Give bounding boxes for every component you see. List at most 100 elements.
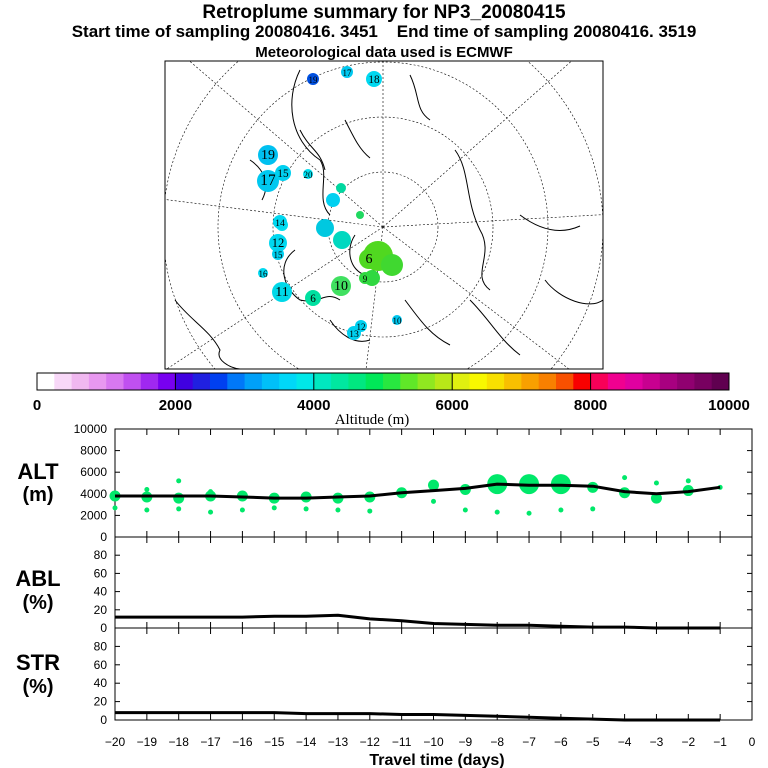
colorbar-swatch — [296, 373, 315, 390]
y-tick-label: 2000 — [80, 508, 107, 522]
x-tick-label: −15 — [264, 735, 285, 749]
map-point-label: 10 — [334, 279, 348, 294]
map-point: 12 — [269, 234, 287, 252]
colorbar-swatch — [434, 373, 453, 390]
map-point-marker — [258, 268, 268, 278]
colorbar-swatch — [88, 373, 107, 390]
scatter-point — [558, 507, 564, 513]
map-point-marker — [359, 272, 371, 284]
scatter-point — [173, 492, 185, 504]
panel-ylabel-units: (%) — [22, 592, 53, 614]
start-time-label: Start time of sampling 20080416. 3451 — [71, 22, 378, 41]
map-point-label: 6 — [310, 293, 316, 305]
y-tick-label: 6000 — [80, 465, 107, 479]
colorbar-swatch — [711, 373, 730, 390]
map-point: 18 — [366, 71, 382, 87]
map-point-label: 10 — [393, 316, 403, 326]
map-point-marker — [269, 234, 287, 252]
panel-ylabel-units: (m) — [22, 484, 53, 506]
colorbar-swatch — [452, 373, 470, 390]
colorbar-swatch — [607, 373, 626, 390]
map-point: 19 — [307, 73, 319, 85]
chart-title: Retroplume summary for NP3_20080415 — [202, 2, 566, 23]
map-point-marker — [366, 71, 382, 87]
y-tick-label: 60 — [94, 658, 108, 672]
colorbar-swatch — [54, 373, 73, 390]
colorbar-swatch — [677, 373, 695, 390]
scatter-point — [208, 509, 214, 515]
scatter-point — [428, 479, 439, 491]
colorbar-swatch — [348, 373, 367, 390]
map-point: 15 — [272, 248, 284, 260]
colorbar-tick-label: 8000 — [574, 397, 607, 414]
x-tick-label: −2 — [681, 735, 695, 749]
colorbar-swatch — [383, 373, 401, 390]
scatter-point — [650, 492, 662, 504]
scatter-point — [144, 486, 150, 492]
scatter-point — [526, 510, 532, 516]
map-point-label: 15 — [274, 250, 284, 260]
map-point-label: 11 — [275, 285, 288, 300]
y-tick-label: 80 — [94, 548, 108, 562]
map-point-marker — [303, 169, 313, 179]
map-point-marker — [272, 248, 284, 260]
x-tick-label: −19 — [137, 735, 158, 749]
colorbar-frame — [36, 372, 730, 391]
panel-abl: 0 20 40 60 80 ABL(%) — [15, 536, 753, 635]
colorbar-swatch — [331, 373, 349, 390]
map-point-label: 15 — [277, 168, 289, 180]
colorbar-swatch — [573, 373, 592, 390]
map-point-label: 13 — [349, 329, 359, 340]
colorbar-axis-label: Altitude (m) — [335, 412, 410, 428]
y-tick-label: 20 — [94, 695, 108, 709]
map-point-marker — [272, 282, 292, 302]
map-point-label: 17 — [343, 68, 353, 78]
x-tick-label: −3 — [650, 735, 664, 749]
colorbar-swatch — [210, 373, 228, 390]
cluster-blob — [316, 219, 334, 237]
panel-str: 0 20 40 60 80 STR(%) — [16, 627, 753, 727]
x-tick-label: −17 — [200, 735, 221, 749]
map-point-label: 6 — [366, 252, 373, 267]
colorbar-swatch — [556, 373, 574, 390]
x-tick-label: −5 — [586, 735, 600, 749]
sampling-times-line: Start time of sampling 20080416. 3451 En… — [0, 22, 768, 42]
x-tick-label: −16 — [232, 735, 253, 749]
colorbar-swatch — [504, 373, 522, 390]
x-tick-label: −11 — [392, 735, 412, 749]
colorbar-swatch — [659, 373, 678, 390]
map-point-label: 9 — [363, 274, 368, 284]
y-tick-label: 10000 — [74, 422, 108, 436]
scatter-point — [112, 505, 118, 511]
map-point-marker — [359, 249, 379, 269]
x-tick-label: −7 — [522, 735, 536, 749]
map-point: 14 — [273, 215, 287, 229]
map-point-label: 18 — [368, 74, 380, 86]
y-tick-label: 40 — [94, 676, 108, 690]
scatter-point — [494, 509, 500, 515]
map-point-marker — [392, 315, 402, 325]
map-point: 17 — [257, 170, 279, 192]
colorbar-swatch — [521, 373, 540, 390]
scatter-point — [367, 508, 373, 514]
scatter-point — [653, 480, 659, 486]
map-point-marker — [273, 215, 287, 229]
scatter-point — [176, 478, 182, 484]
x-tick-label: −8 — [490, 735, 504, 749]
colorbar-swatch — [400, 373, 419, 390]
map-point-label: 14 — [275, 218, 285, 229]
map-point: 9 — [359, 272, 371, 284]
x-tick-label: −18 — [169, 735, 190, 749]
colorbar-swatch — [71, 373, 90, 390]
colorbar-swatch — [227, 373, 246, 390]
scatter-point — [590, 506, 596, 512]
x-tick-label: −9 — [459, 735, 473, 749]
colorbar-swatch — [590, 373, 609, 390]
series-line — [115, 482, 721, 500]
map-point-marker — [331, 276, 351, 296]
x-tick-label: −20 — [105, 735, 126, 749]
map-point: 15 — [275, 165, 291, 181]
panel-ylabel: ABL — [15, 566, 60, 591]
panel-frame — [114, 627, 753, 721]
